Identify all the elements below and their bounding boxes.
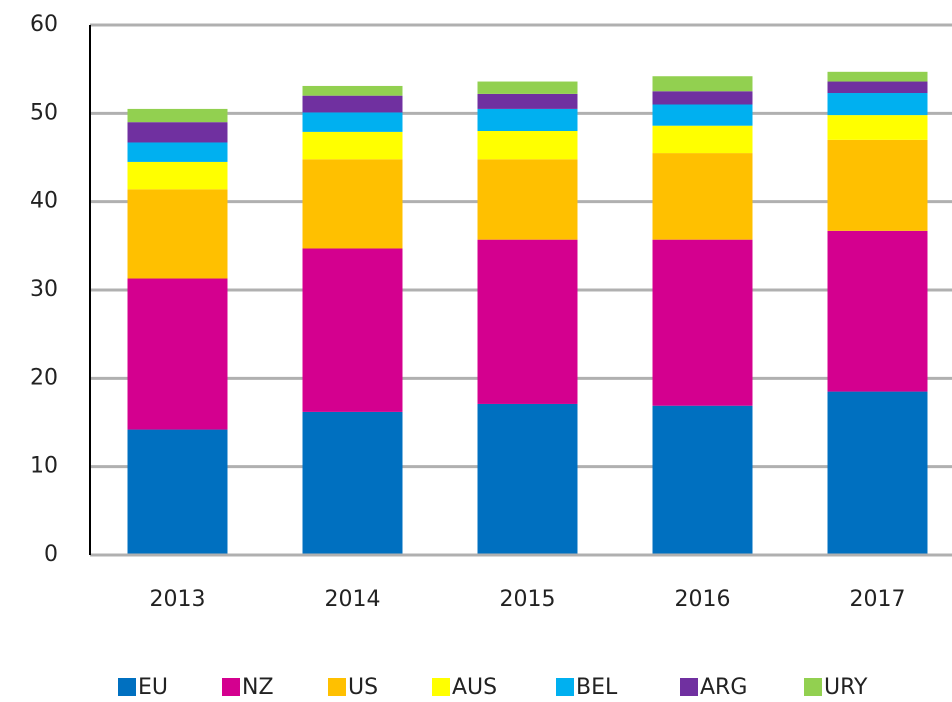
bar-segment (827, 81, 928, 94)
bar-segment (477, 403, 578, 555)
bar-segment (652, 104, 753, 126)
bar-segment (827, 139, 928, 231)
x-tick-label: 2015 (500, 587, 556, 612)
bar-segment (827, 230, 928, 392)
bar-segment (827, 71, 928, 82)
bar-segment (477, 108, 578, 131)
legend-swatch (328, 678, 346, 696)
bar-segment (477, 131, 578, 160)
bar-segment (127, 161, 228, 190)
bar-segment (127, 108, 228, 123)
bar-segment (302, 131, 403, 160)
bar-segment (127, 278, 228, 430)
bar-segment (652, 125, 753, 154)
bar-segment (827, 391, 928, 555)
bar-segment (302, 411, 403, 555)
legend-label: EU (138, 675, 168, 700)
bar-segment (477, 159, 578, 240)
y-tick-label: 30 (30, 277, 58, 302)
legend-label: US (348, 675, 378, 700)
y-tick-label: 50 (30, 100, 58, 125)
bar-segment (652, 239, 753, 406)
legend-label: BEL (576, 675, 618, 700)
bar-segment (302, 95, 403, 113)
x-tick-label: 2014 (325, 587, 381, 612)
legend-swatch (680, 678, 698, 696)
legend-label: NZ (242, 675, 274, 700)
legend-swatch (432, 678, 450, 696)
bar-segment (302, 85, 403, 96)
bar-segment (302, 112, 403, 132)
legend-label: AUS (452, 675, 497, 700)
y-tick-label: 0 (44, 542, 58, 567)
bar-segment (127, 429, 228, 555)
y-tick-label: 20 (30, 365, 58, 390)
bar-segment (127, 142, 228, 162)
bar-segment (652, 153, 753, 240)
legend-swatch (804, 678, 822, 696)
bar-segment (477, 93, 578, 109)
bar-segment (652, 76, 753, 92)
bar-segment (827, 115, 928, 140)
legend-label: ARG (700, 675, 747, 700)
bar-segment (477, 81, 578, 94)
bar-segment (127, 189, 228, 279)
y-tick-label: 40 (30, 189, 58, 214)
bar-segment (302, 159, 403, 249)
legend-swatch (556, 678, 574, 696)
bar-segment (652, 91, 753, 105)
y-tick-label: 10 (30, 454, 58, 479)
legend-label: URY (824, 675, 868, 700)
bar-segment (127, 122, 228, 143)
x-tick-label: 2017 (850, 587, 906, 612)
bar-segment (477, 239, 578, 404)
bar-segment (302, 248, 403, 412)
bar-segment (827, 93, 928, 116)
legend-swatch (118, 678, 136, 696)
legend-swatch (222, 678, 240, 696)
x-tick-label: 2016 (675, 587, 731, 612)
x-tick-label: 2013 (150, 587, 206, 612)
bar-segment (652, 405, 753, 555)
y-tick-label: 60 (30, 12, 58, 37)
